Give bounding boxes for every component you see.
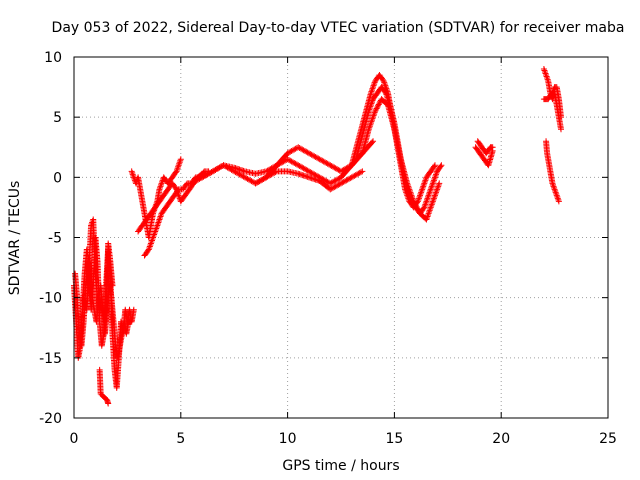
series-early-b: [72, 258, 134, 361]
data-point: [415, 207, 422, 214]
data-point: [558, 114, 565, 121]
data-point: [431, 162, 438, 169]
chart-title: Day 053 of 2022, Sidereal Day-to-day VTE…: [52, 20, 625, 36]
axis-ticks: 0 5 10 15 20 25 -20 -15 -10 -5 0 5 10: [39, 50, 617, 447]
data-point: [555, 198, 562, 205]
y-tick-label: -5: [48, 231, 62, 247]
data-point: [379, 76, 386, 83]
y-tick-label: -15: [39, 351, 62, 367]
data-points: [71, 66, 565, 407]
data-point: [413, 203, 420, 210]
data-point: [130, 306, 137, 313]
x-tick-label: 5: [176, 431, 185, 447]
series-morning-c: [141, 168, 212, 259]
data-point: [370, 138, 377, 145]
data-point: [431, 163, 438, 170]
data-point: [272, 169, 279, 176]
series-night-c: [543, 138, 562, 205]
data-point: [558, 126, 565, 133]
data-point: [420, 205, 427, 212]
data-point: [172, 169, 179, 176]
y-axis-label: SDTVAR / TECUs: [7, 181, 23, 296]
data-point: [177, 156, 184, 163]
data-point: [373, 105, 380, 112]
data-point: [359, 168, 366, 175]
data-point: [410, 198, 417, 205]
series-midday-c: [252, 168, 366, 193]
series-early-outliers: [96, 366, 112, 407]
series-midday-b: [199, 138, 377, 181]
x-tick-label: 0: [70, 431, 79, 447]
data-point: [375, 101, 382, 108]
series-morning-a: [128, 156, 184, 241]
data-point: [438, 162, 445, 169]
x-tick-label: 20: [492, 431, 510, 447]
data-point: [436, 180, 443, 187]
data-point: [369, 139, 376, 146]
data-point: [144, 247, 151, 254]
series-evening-a: [472, 144, 496, 169]
x-axis-label: GPS time / hours: [282, 458, 399, 474]
x-tick-label: 10: [279, 431, 297, 447]
data-point: [358, 169, 365, 176]
data-point: [127, 318, 134, 325]
y-tick-label: 5: [53, 110, 62, 126]
data-point: [383, 101, 390, 108]
data-point: [437, 163, 444, 170]
data-point: [109, 282, 116, 289]
data-point: [489, 144, 496, 151]
data-point: [375, 102, 382, 109]
data-point: [414, 205, 421, 212]
y-tick-label: 10: [44, 50, 62, 66]
data-point: [374, 104, 381, 111]
y-tick-label: 0: [53, 170, 62, 186]
data-point: [411, 199, 418, 206]
data-point: [382, 88, 389, 95]
series-night-b: [540, 84, 565, 121]
data-point: [412, 202, 419, 209]
x-tick-label: 15: [385, 431, 403, 447]
data-point: [372, 108, 379, 115]
y-tick-label: -10: [39, 291, 62, 307]
series-peak-c: [359, 96, 443, 223]
data-point: [372, 106, 379, 113]
data-point: [376, 100, 383, 107]
x-tick-label: 25: [599, 431, 617, 447]
y-tick-label: -20: [39, 411, 62, 427]
data-point: [105, 400, 112, 407]
series-evening-b: [474, 138, 496, 157]
data-point: [414, 206, 421, 213]
series-early-c: [79, 216, 116, 325]
data-point: [412, 201, 419, 208]
